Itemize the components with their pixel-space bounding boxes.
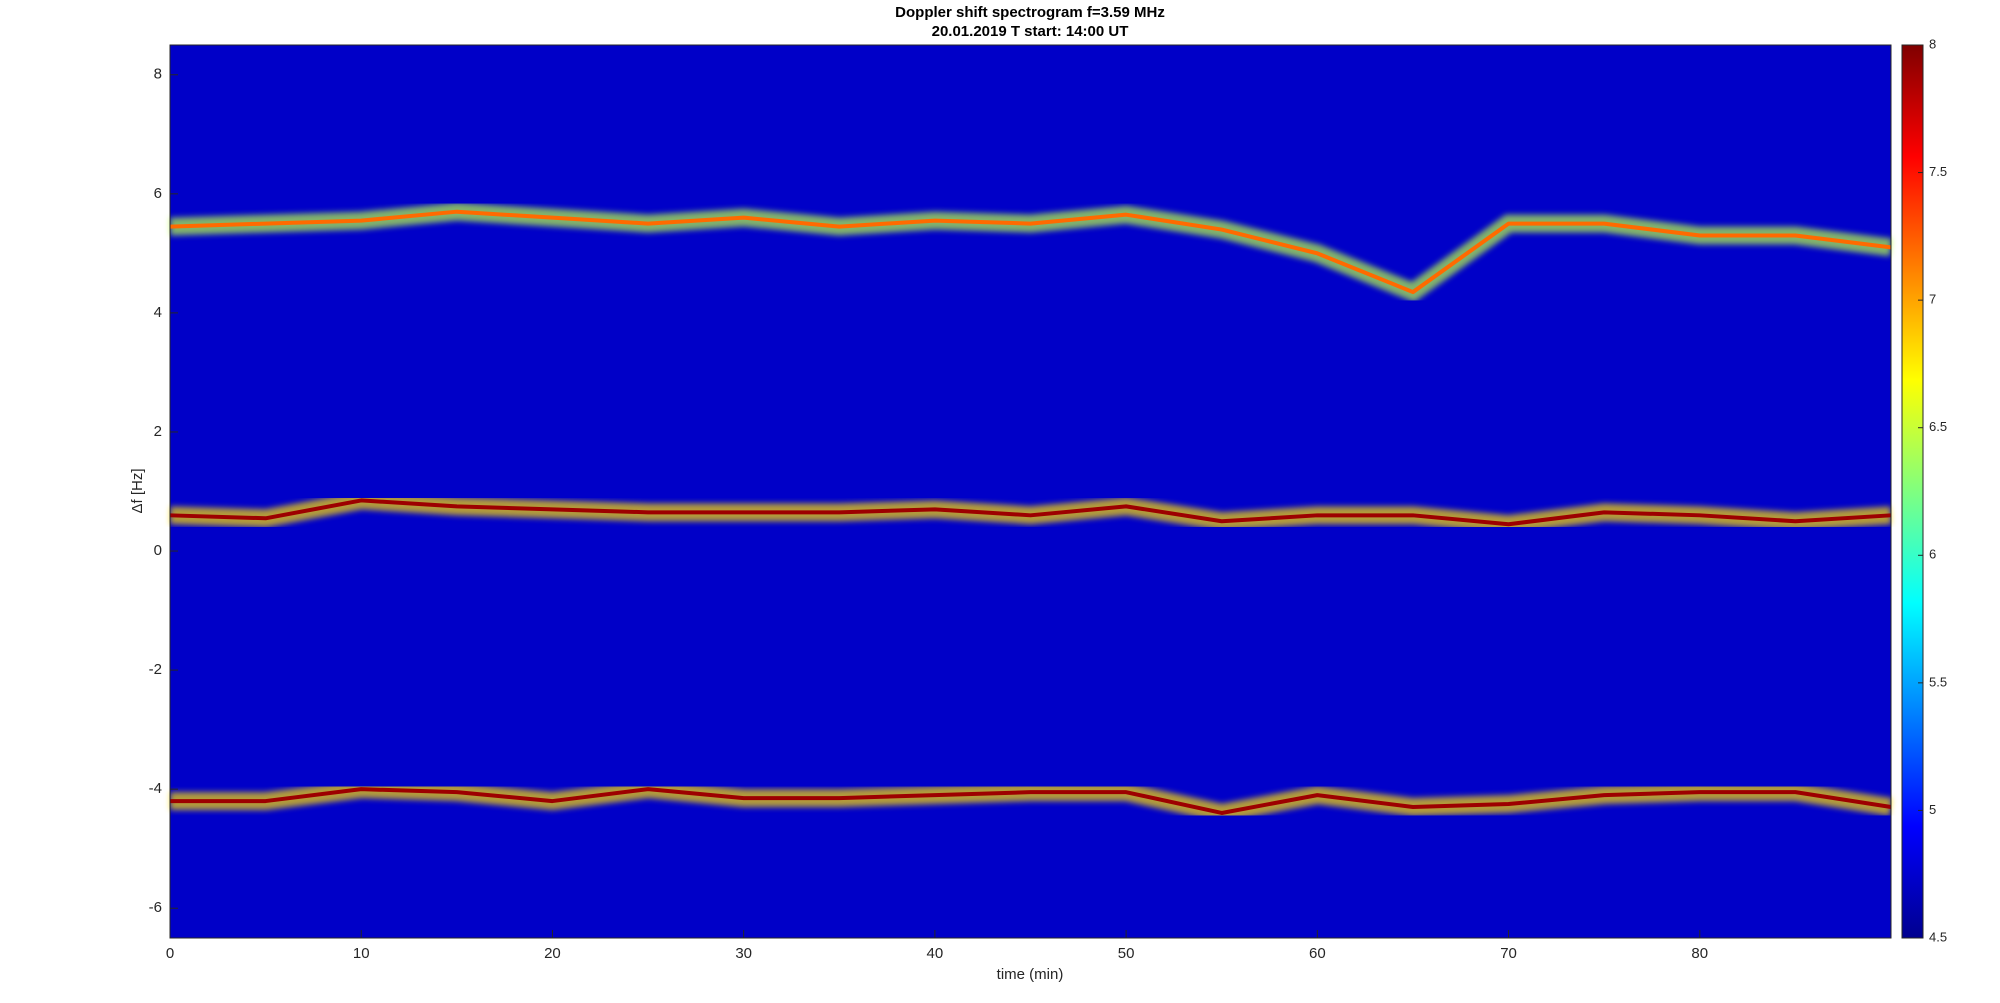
- colorbar-tick-label: 5.5: [1929, 674, 1947, 689]
- x-tick-label: 30: [735, 945, 752, 962]
- y-tick-label: -6: [149, 899, 162, 916]
- colorbar-tick-label: 6.5: [1929, 419, 1947, 434]
- y-tick-label: -2: [149, 661, 162, 678]
- x-tick-label: 10: [353, 945, 370, 962]
- y-tick-label: -4: [149, 780, 162, 797]
- colorbar-tick-label: 7.5: [1929, 164, 1947, 179]
- x-tick-label: 60: [1309, 945, 1326, 962]
- colorbar-tick-label: 8: [1929, 36, 1936, 51]
- x-tick-label: 70: [1500, 945, 1517, 962]
- x-tick-label: 50: [1118, 945, 1135, 962]
- y-tick-label: 2: [154, 423, 162, 440]
- x-tick-label: 0: [166, 945, 174, 962]
- colorbar: [1901, 44, 1924, 939]
- y-axis-label: Δf [Hz]: [129, 468, 146, 513]
- colorbar-tick-label: 7: [1929, 292, 1936, 307]
- x-tick-label: 20: [544, 945, 561, 962]
- x-tick-label: 80: [1691, 945, 1708, 962]
- x-axis-label: time (min): [997, 966, 1064, 983]
- trace: [170, 787, 1892, 815]
- chart-title: Doppler shift spectrogram f=3.59 MHz: [895, 4, 1165, 21]
- colorbar-tick-label: 5: [1929, 802, 1936, 817]
- x-tick-label: 40: [927, 945, 944, 962]
- chart-subtitle: 20.01.2019 T start: 14:00 UT: [932, 23, 1129, 40]
- plot-frame: [169, 44, 1892, 939]
- y-tick-label: 4: [154, 304, 162, 321]
- y-tick-label: 8: [154, 66, 162, 83]
- y-tick-label: 6: [154, 185, 162, 202]
- y-tick-label: 0: [154, 542, 162, 559]
- trace: [169, 498, 1892, 527]
- colorbar-tick-label: 6: [1929, 547, 1936, 562]
- colorbar-tick-label: 4.5: [1929, 929, 1947, 944]
- spectrogram-background: [170, 45, 1891, 938]
- trace: [169, 209, 1892, 295]
